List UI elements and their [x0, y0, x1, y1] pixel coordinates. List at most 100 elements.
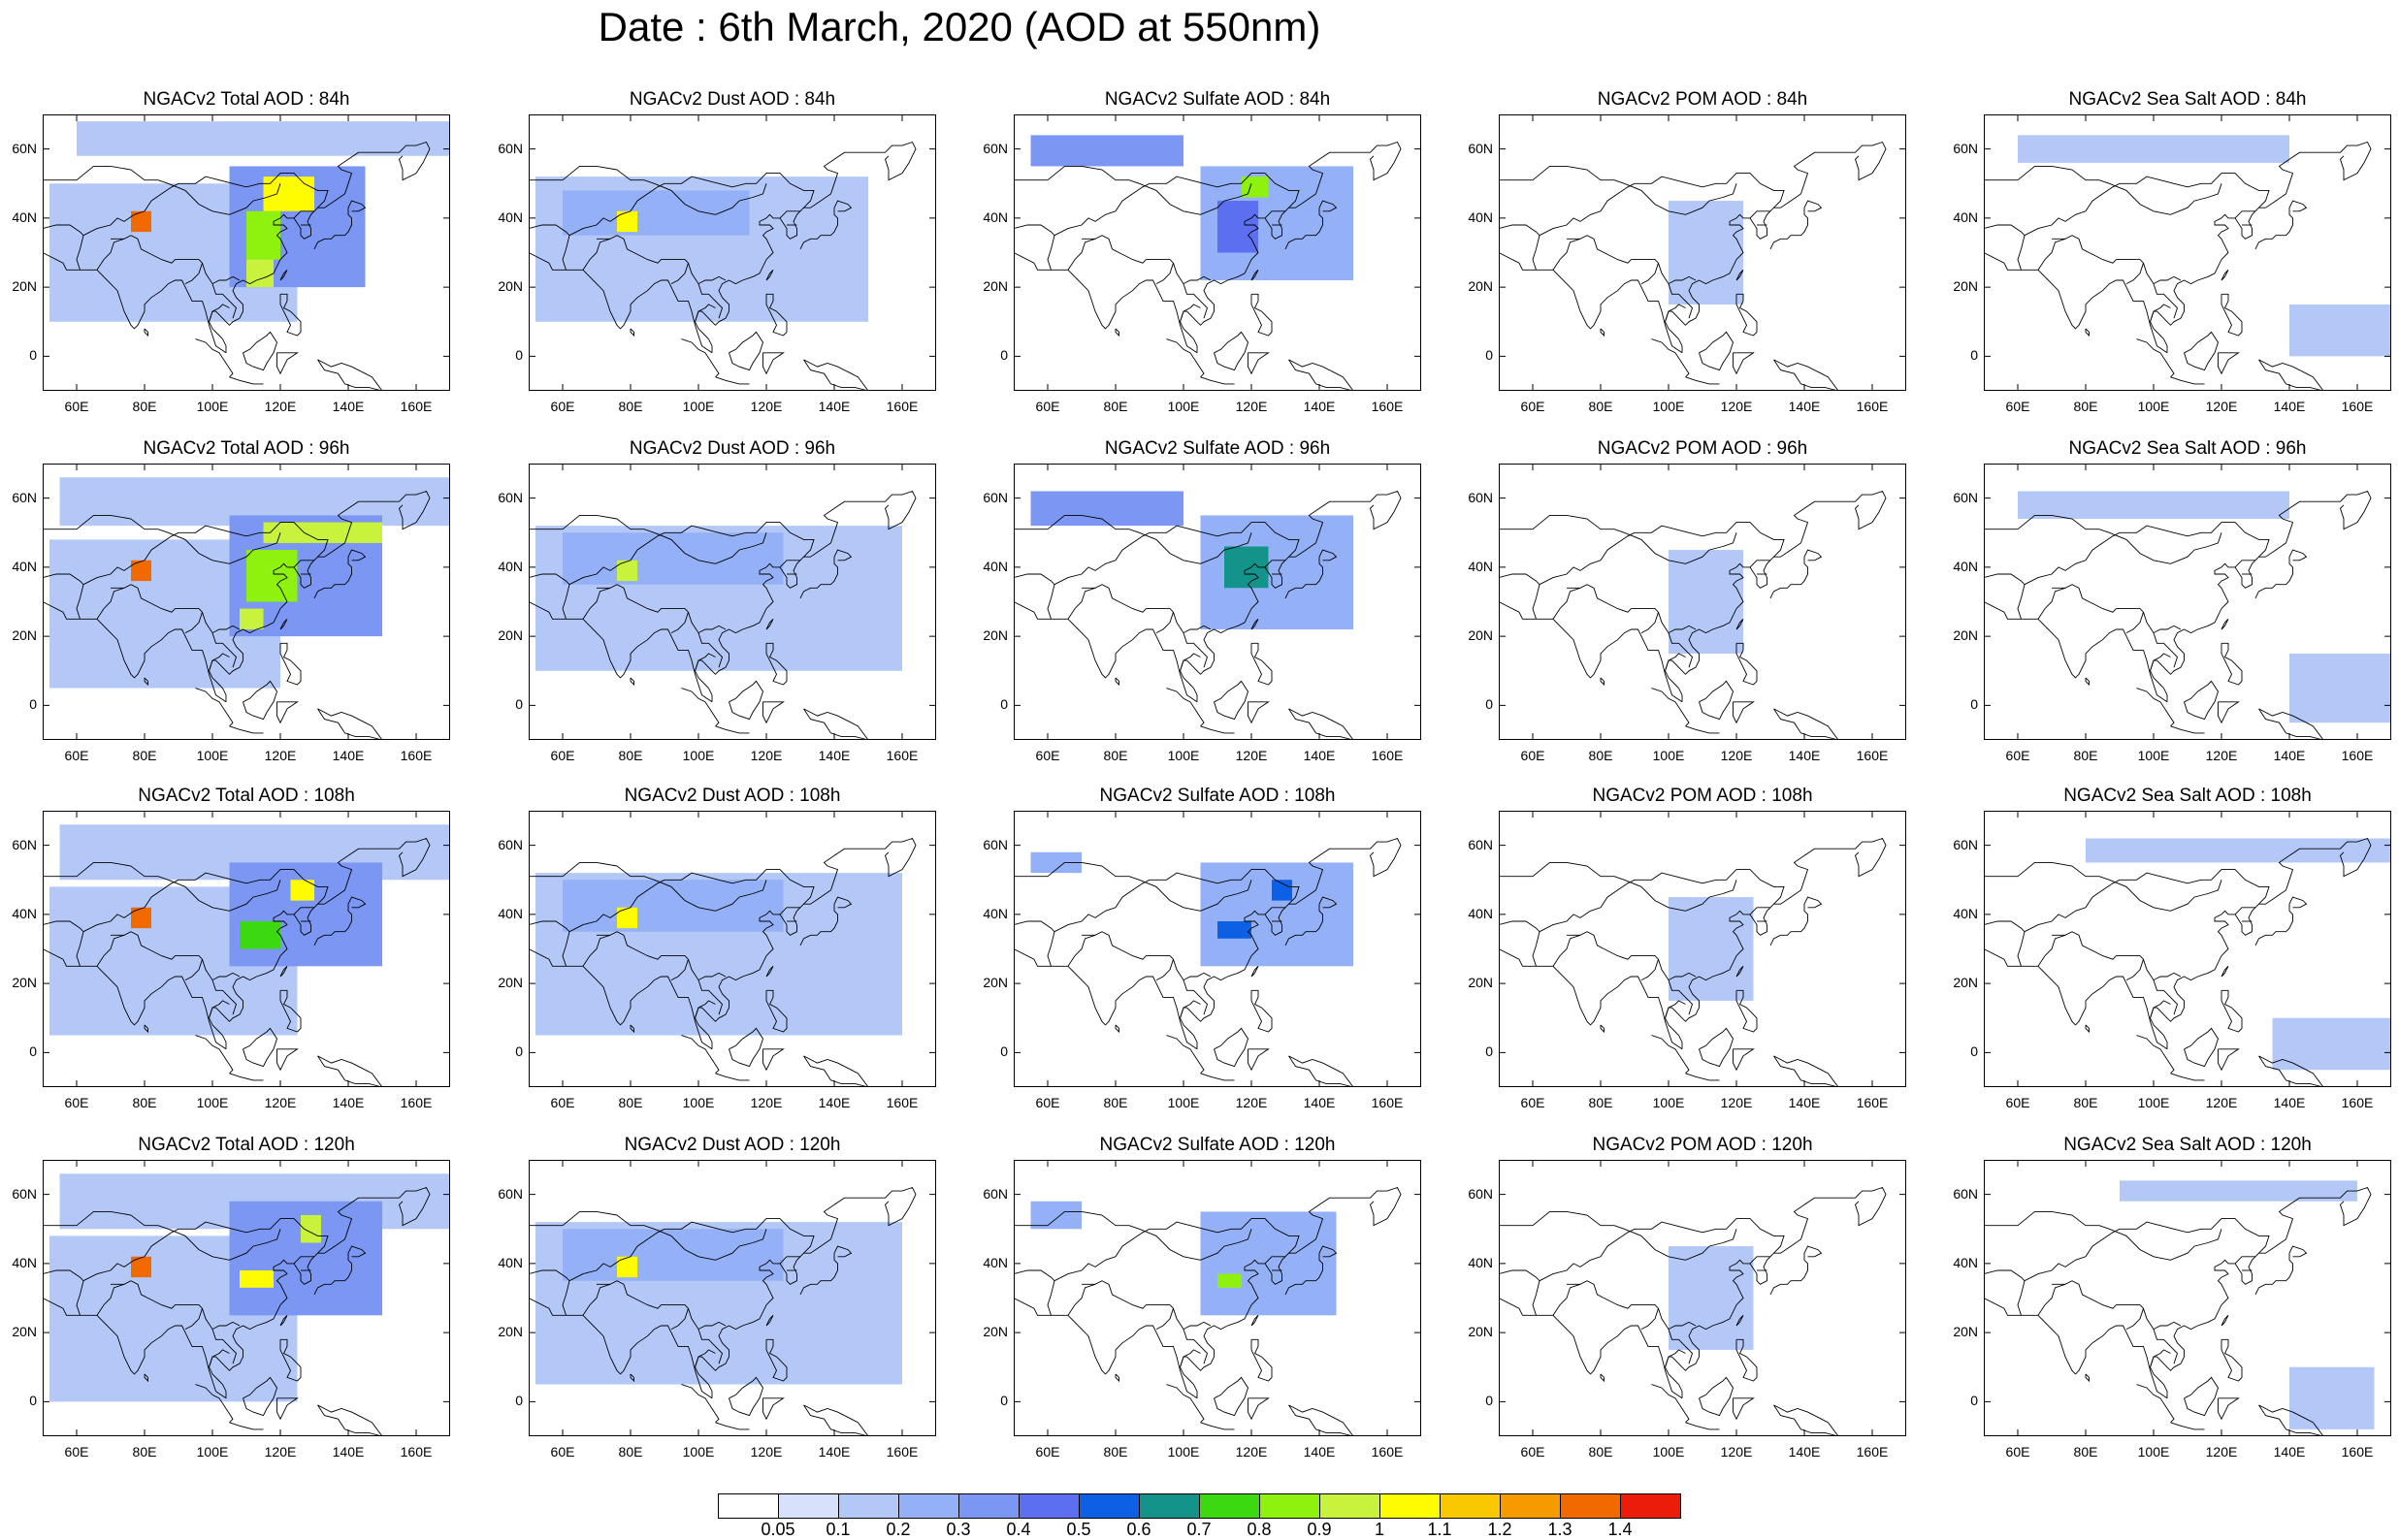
country-border	[1539, 869, 1785, 933]
lon-tick-label: 80E	[2073, 748, 2098, 763]
country-border	[568, 869, 815, 933]
lon-tick-label: 160E	[1371, 748, 1404, 763]
lon-tick-label: 60E	[2005, 1095, 2030, 1110]
country-border	[1749, 560, 1770, 568]
colorbar-label: 0.3	[946, 1520, 971, 1539]
country-border	[1567, 1280, 1660, 1331]
colorbar-swatch	[1079, 1493, 1140, 1519]
map-panel-pom-84h	[1499, 114, 1906, 391]
figure-title: Date : 6th March, 2020 (AOD at 550nm)	[598, 4, 1321, 49]
panel-title: NGACv2 Sea Salt AOD : 120h	[2063, 1135, 2312, 1155]
country-border	[529, 920, 570, 967]
coastline	[765, 989, 788, 1033]
coastline	[1115, 1024, 1119, 1034]
map-frame	[1499, 464, 1906, 740]
coastline	[2085, 328, 2090, 337]
lon-tick-label: 160E	[1856, 1095, 1889, 1110]
country-border	[82, 522, 329, 586]
aod-blob	[240, 608, 264, 629]
country-border	[2109, 182, 2222, 215]
country-border	[1173, 1308, 1212, 1331]
coastline	[1733, 1397, 1755, 1421]
lon-tick-label: 120E	[264, 748, 297, 763]
coastline	[630, 328, 634, 337]
coastline	[2136, 1384, 2175, 1424]
coastline	[279, 293, 302, 337]
coastline	[243, 331, 277, 371]
coastline	[762, 1397, 785, 1421]
country-border	[695, 1000, 716, 1018]
country-border	[2024, 869, 2270, 933]
lat-tick-label: 20N	[498, 975, 523, 991]
coastline	[43, 1298, 227, 1399]
aod-blob	[301, 1215, 321, 1243]
aod-blob	[1200, 515, 1353, 629]
map-frame	[43, 464, 450, 740]
lat-tick-label: 40N	[12, 1254, 37, 1270]
coastline	[1200, 376, 1235, 385]
coastline	[715, 725, 750, 734]
lat-tick-label: 40N	[1953, 558, 1978, 574]
country-border	[1567, 931, 1660, 981]
coastline	[1250, 1338, 1273, 1382]
coastline	[144, 1024, 148, 1034]
coastline	[2184, 331, 2219, 371]
coastline	[1699, 680, 1734, 721]
panel-title: NGACv2 Dust AOD : 96h	[629, 438, 836, 459]
lat-tick-label: 0	[1000, 1043, 1008, 1060]
country-border	[43, 920, 84, 967]
lon-tick-label: 100E	[682, 1095, 715, 1110]
country-border	[2052, 584, 2145, 634]
lon-tick-label: 100E	[196, 1444, 229, 1460]
country-border	[1180, 304, 1201, 322]
coastline	[529, 601, 713, 703]
colorbar-label: 0.1	[826, 1520, 851, 1539]
lat-tick-label: 40N	[983, 209, 1008, 225]
lat-tick-label: 60N	[12, 489, 37, 505]
coastline	[2258, 1055, 2324, 1087]
lon-tick-label: 60E	[64, 1444, 89, 1460]
aod-blob	[1217, 1273, 1242, 1288]
lon-tick-label: 60E	[2005, 748, 2030, 763]
lon-tick-label: 120E	[1235, 399, 1268, 414]
lon-tick-label: 100E	[1652, 399, 1685, 414]
coastline	[144, 1373, 148, 1383]
country-border	[568, 1218, 815, 1282]
coastline	[1735, 965, 1744, 978]
coastline	[279, 1338, 302, 1382]
lon-tick-label: 80E	[1103, 748, 1128, 763]
coastline	[715, 376, 750, 385]
lon-tick-label: 80E	[132, 1095, 157, 1110]
lon-tick-label: 100E	[1167, 1095, 1200, 1110]
map-panel-seasalt-96h	[1984, 464, 2391, 740]
coastline	[279, 1314, 288, 1327]
lon-tick-label: 100E	[1167, 748, 1200, 763]
lon-tick-label: 140E	[332, 399, 365, 414]
lon-tick-label: 100E	[2137, 748, 2170, 763]
map-panel-seasalt-84h	[1984, 114, 2391, 391]
country-border	[1665, 1000, 1686, 1018]
country-border	[2052, 235, 2145, 285]
country-border	[697, 1329, 724, 1364]
country-border	[529, 573, 570, 620]
coastline	[1600, 677, 1605, 687]
lon-tick-label: 160E	[1856, 1444, 1889, 1460]
country-border	[1082, 235, 1175, 285]
lon-tick-label: 60E	[1520, 748, 1545, 763]
coastline	[681, 1384, 720, 1424]
lon-tick-label: 160E	[1371, 399, 1404, 414]
map-frame	[1984, 811, 2391, 1087]
country-border	[1984, 1210, 2110, 1230]
coastline	[803, 1404, 869, 1436]
aod-blob	[1217, 201, 1258, 253]
coastline	[209, 1186, 431, 1398]
coastline	[1180, 490, 1402, 702]
coastline	[1250, 965, 1259, 978]
country-border	[2143, 959, 2182, 981]
aod-blob	[1030, 1201, 1082, 1230]
lon-tick-label: 120E	[750, 1444, 783, 1460]
coastline	[729, 1027, 763, 1068]
country-border	[202, 612, 241, 634]
lon-tick-label: 100E	[1652, 1095, 1685, 1110]
coastline	[1288, 708, 1354, 740]
